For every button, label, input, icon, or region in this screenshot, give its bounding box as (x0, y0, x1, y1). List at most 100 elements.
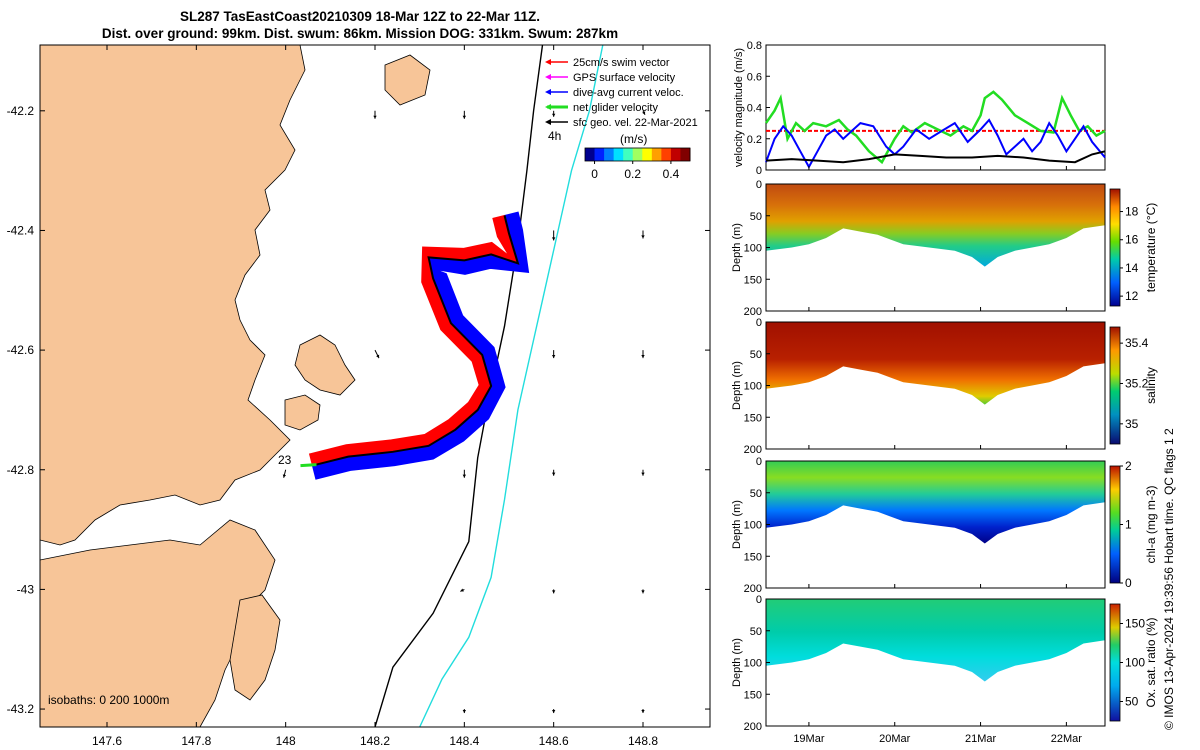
colorbar-tick-label: 0.2 (624, 167, 641, 181)
geo-vector-head (282, 474, 287, 478)
colorbar-tick-label: 0.4 (663, 167, 680, 181)
geo-vector-10 (460, 588, 465, 592)
colorbar-segment (585, 148, 596, 161)
geo-vector-head (460, 588, 464, 592)
colorbar-segment (642, 148, 653, 161)
geo-vector-head (641, 235, 645, 239)
geo-vector-9 (641, 469, 645, 476)
geo-vector-4 (641, 230, 645, 239)
speed-colorbar: 0 0.2 0.4 (584, 147, 691, 181)
colorbar-segment (594, 148, 605, 161)
tasman-peninsula (229, 594, 281, 701)
geo-vector-11 (551, 589, 556, 594)
geo-vector-12 (641, 589, 645, 594)
colorbar-segment (613, 148, 624, 161)
glider-track (300, 211, 530, 480)
map-xtick-label: 148.8 (628, 734, 658, 748)
geo-vector-head (462, 115, 467, 119)
net-velocity-start (300, 463, 317, 468)
map-axes: 147.6 147.8 148 148.2 148.4 148.6 148.8 -42.2 -4… (7, 45, 710, 748)
geo-vector-head (551, 709, 556, 714)
geo-vector-8 (551, 469, 556, 476)
schouten-island (384, 54, 431, 106)
geo-vector-3 (551, 230, 556, 241)
geo-vector-15 (641, 709, 645, 714)
tasmania-mainland (40, 45, 306, 546)
map-ytick-label: -42.8 (7, 463, 35, 477)
geo-vector-head (551, 237, 556, 241)
geo-vector-7 (462, 469, 467, 478)
colorbar-tick-label: 0 (591, 167, 598, 181)
map-legend: 25cm/s swim vector GPS surface velocity di… (545, 57, 698, 129)
geo-vector-6 (641, 350, 645, 359)
map-xtick-label: 147.8 (181, 734, 211, 748)
map-ytick-label: -42.4 (7, 223, 35, 237)
colorbar-segment (670, 148, 681, 161)
geo-vector-head (373, 115, 377, 119)
legend-arrowhead (545, 59, 551, 65)
legend-label: net glider velocity (573, 102, 658, 114)
colorbar-unit-label: (m/s) (620, 132, 647, 146)
geo-vector-1 (551, 110, 556, 117)
map-ytick-label: -42.2 (7, 104, 35, 118)
legend-label: 25cm/s swim vector (573, 57, 670, 69)
colorbar-segment (623, 148, 634, 161)
maria-island-south (284, 394, 321, 431)
legend-arrowhead (545, 119, 551, 125)
geo-vector-14 (551, 709, 556, 714)
legend-arrowhead (545, 104, 551, 110)
geo-vector-head (551, 113, 556, 117)
colorbar-segment (651, 148, 662, 161)
geo-vector-head (641, 472, 645, 476)
geo-vector-16 (373, 110, 377, 119)
legend-arrowhead (545, 89, 551, 95)
map-xtick-label: 148.4 (449, 734, 479, 748)
geo-vector-head (641, 590, 645, 594)
credit-text: © IMOS 13-Apr-2024 19:39:56 Hobart time.… (1162, 428, 1176, 730)
title-line-2: Dist. over ground: 99km. Dist. swum: 86k… (101, 26, 619, 41)
geo-vector-head (642, 111, 646, 115)
forestier-peninsula (40, 519, 276, 727)
legend-arrowhead (545, 74, 551, 80)
geo-vector-head (462, 709, 467, 714)
geo-vector-head (376, 354, 380, 359)
colorbar-segment (661, 148, 672, 161)
legend-label: sfc geo. vel. 22-Mar-2021 (573, 117, 698, 129)
track-line (312, 215, 520, 467)
geo-vector-head (462, 474, 467, 478)
map-ytick-label: -42.6 (7, 343, 35, 357)
map-xtick-label: 147.6 (92, 734, 122, 748)
geo-vector-head (551, 590, 556, 594)
legend-label: GPS surface velocity (573, 72, 676, 84)
map-ytick-label: -43.2 (7, 702, 35, 716)
isobath-1000m (419, 45, 604, 727)
geo-vector-head (641, 355, 645, 359)
colorbar-segment (680, 148, 691, 161)
figure-title: SL287 TasEastCoast20210309 18-Mar 12Z to… (40, 8, 680, 42)
land-layer (40, 45, 431, 727)
colorbar-segment (604, 148, 615, 161)
colorbar-frame (584, 147, 691, 162)
geostrophic-vectors (282, 110, 646, 714)
map-xtick-label: 148.2 (360, 734, 390, 748)
geo-vector-head (551, 355, 556, 359)
legend-label: dive-avg current veloc. (573, 87, 684, 99)
geo-vector-18 (282, 469, 287, 478)
geo-vector-2 (642, 110, 646, 116)
geo-vector-head (551, 472, 556, 476)
geo-vector-17 (374, 349, 380, 359)
map-ytick-label: -43 (17, 582, 35, 596)
scale-label: 4h (548, 129, 561, 143)
map-xtick-label: 148 (276, 734, 296, 748)
map-xtick-label: 148.6 (539, 734, 569, 748)
geo-vector-0 (462, 110, 467, 119)
geo-vector-5 (551, 350, 556, 359)
title-line-1: SL287 TasEastCoast20210309 18-Mar 12Z to… (180, 9, 540, 24)
isobaths-label: isobaths: 0 200 1000m (48, 693, 169, 707)
colorbar-segment (632, 148, 643, 161)
geo-vector-13 (462, 709, 467, 714)
maria-island (294, 334, 356, 396)
geo-vector-head (641, 709, 645, 714)
start-label: 23 (278, 453, 292, 467)
